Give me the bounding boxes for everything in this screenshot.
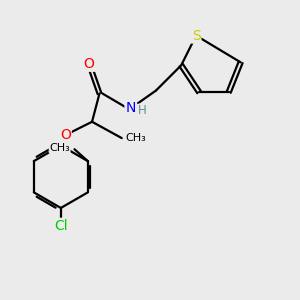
Text: O: O: [60, 128, 71, 142]
Text: H: H: [138, 104, 146, 117]
Text: O: O: [84, 57, 94, 71]
Text: N: N: [125, 101, 136, 116]
Text: CH₃: CH₃: [125, 133, 146, 143]
Text: CH₃: CH₃: [49, 143, 70, 153]
Text: Cl: Cl: [54, 219, 68, 233]
Text: S: S: [192, 28, 200, 43]
